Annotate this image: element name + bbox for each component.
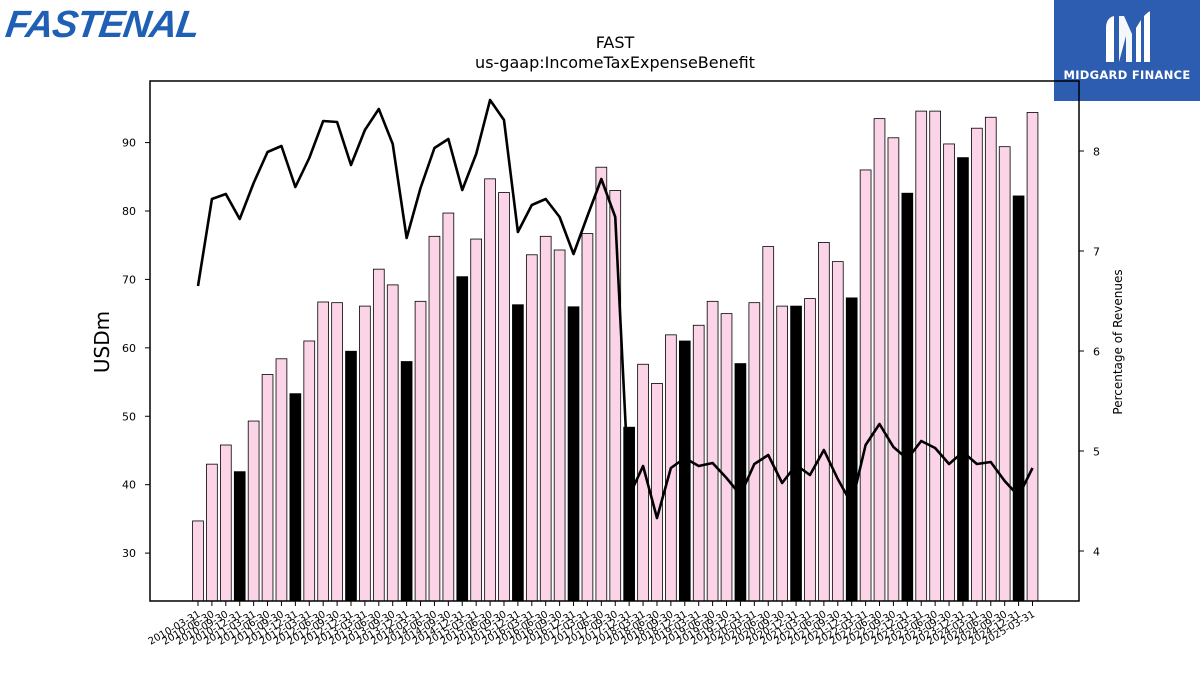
bar-quarter [595, 166, 608, 602]
bar-quarter [219, 444, 232, 602]
bar-annual [512, 304, 524, 602]
bar-quarter [776, 305, 788, 602]
bar-quarter [984, 116, 997, 602]
bar-quarter [206, 463, 218, 602]
plot-frame [149, 80, 1080, 602]
bar-quarter [372, 268, 385, 602]
bar-quarter [887, 137, 900, 602]
bar-quarter [442, 212, 455, 602]
bar-quarter [386, 284, 399, 602]
bar-quarter [484, 178, 496, 602]
bar-quarter [414, 300, 427, 602]
bar-quarter [192, 520, 204, 602]
y-axis-label: USDm [90, 311, 114, 373]
bar-quarter [859, 169, 872, 602]
bar-annual [957, 157, 969, 602]
bar-quarter [748, 302, 761, 602]
bar-annual [400, 361, 413, 602]
bar-quarter [317, 301, 330, 602]
bar-quarter [303, 340, 316, 602]
bar-quarter [818, 242, 830, 602]
bar-quarter [609, 190, 622, 602]
chart-subtitle: us-gaap:IncomeTaxExpenseBenefit [475, 53, 755, 72]
bar-quarter [943, 143, 955, 602]
axes-layer: 30405060708090456782010-03-312010-06-302… [122, 137, 1100, 648]
percentage-line [196, 98, 1034, 520]
bar-quarter [553, 249, 566, 602]
midgard-emblem-icon [1106, 11, 1150, 62]
bar-quarter [831, 261, 844, 602]
bar-quarter [331, 302, 343, 602]
y2-tick-label: 8 [1093, 146, 1100, 159]
bars-layer [192, 110, 1039, 602]
bar-quarter [525, 254, 538, 602]
bar-quarter [261, 374, 274, 602]
bar-quarter [915, 110, 928, 602]
bar-quarter [470, 238, 482, 602]
bar-quarter [275, 358, 288, 602]
bar-quarter [498, 192, 510, 602]
y-tick-label: 40 [122, 479, 136, 492]
y2-axis-label: Percentage of Revenues [1111, 269, 1125, 414]
y-tick-label: 80 [122, 205, 136, 218]
bar-quarter [428, 235, 441, 602]
bar-quarter [539, 235, 552, 602]
bar-annual [790, 305, 802, 602]
bar-quarter [873, 118, 886, 602]
bar-annual [901, 192, 914, 602]
y-tick-label: 70 [122, 273, 136, 286]
y-tick-label: 50 [122, 410, 136, 423]
bar-quarter [998, 146, 1011, 602]
bar-quarter [1026, 112, 1039, 602]
bar-annual [623, 426, 635, 602]
bar-annual [567, 306, 580, 602]
bar-quarter [581, 233, 594, 602]
y-tick-label: 30 [122, 547, 136, 560]
bar-quarter [971, 127, 983, 602]
y2-tick-label: 6 [1093, 346, 1100, 359]
midgard-finance-logo-text: MIDGARD FINANCE [1063, 68, 1191, 82]
chart-title: FAST [596, 33, 635, 52]
bar-annual [233, 471, 246, 602]
bar-quarter [706, 300, 719, 602]
line-layer [196, 98, 1034, 520]
bar-quarter [359, 305, 371, 602]
y-tick-label: 90 [122, 137, 136, 150]
bar-annual [734, 363, 747, 602]
bar-quarter [720, 313, 733, 602]
bar-annual [845, 297, 858, 602]
bar-annual [345, 350, 357, 602]
bar-quarter [247, 420, 260, 602]
bar-quarter [804, 298, 816, 602]
bar-annual [1012, 195, 1025, 602]
bar-annual [678, 340, 691, 602]
bar-quarter [762, 246, 775, 602]
y-tick-label: 60 [122, 342, 136, 355]
bar-quarter [929, 110, 941, 602]
y2-tick-label: 4 [1093, 546, 1100, 559]
bar-annual [456, 276, 469, 602]
y2-tick-label: 7 [1093, 246, 1100, 259]
bar-annual [289, 393, 302, 602]
bar-quarter [651, 383, 663, 602]
y2-tick-label: 5 [1093, 446, 1100, 459]
